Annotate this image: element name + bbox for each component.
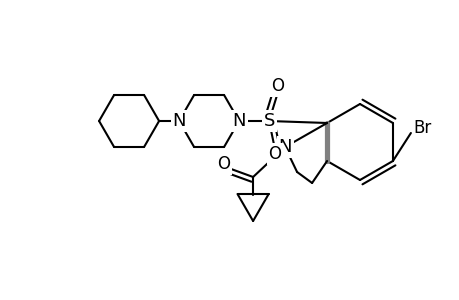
Text: O: O <box>271 77 284 95</box>
Text: N: N <box>172 112 185 130</box>
Text: N: N <box>278 138 291 156</box>
Text: O: O <box>217 155 230 173</box>
Text: N: N <box>232 112 245 130</box>
Text: Br: Br <box>413 119 431 137</box>
Text: O: O <box>268 145 281 163</box>
Text: S: S <box>263 112 274 130</box>
